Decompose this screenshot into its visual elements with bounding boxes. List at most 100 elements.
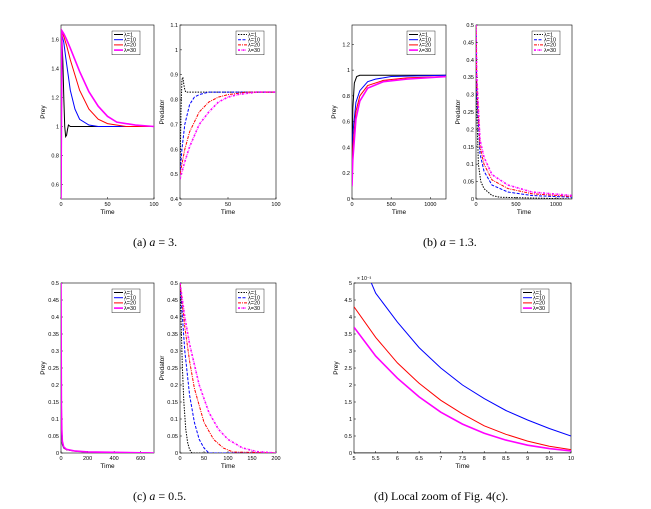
x-tick-label: 500 [511, 202, 520, 208]
y-tick-label: 1 [56, 125, 59, 131]
legend-label-3: λ=20 [124, 301, 136, 307]
x-tick-label: 5.5 [372, 456, 380, 462]
legend-label-4: λ=30 [248, 306, 260, 312]
legend-label-3: λ=20 [544, 43, 556, 49]
legend-label-4: λ=30 [124, 306, 136, 312]
y-tick-label: 0.4 [170, 197, 178, 203]
x-axis-label: Time [517, 209, 532, 216]
series-line-1 [61, 39, 154, 199]
legend-label-1: λ=1 [533, 290, 542, 296]
y-tick-label: 0.45 [167, 298, 178, 304]
plot-c-prey: 0 200 400 600 0 0.05 0.1 0.15 0.2 0.25 0.3 0.35 0.4 0… [40, 281, 155, 470]
caption-c: (c) a = 0.5. [133, 489, 186, 503]
y-tick-label: 0.9 [170, 73, 178, 79]
x-tick-label: 50 [201, 456, 207, 462]
x-tick-label: 0 [474, 202, 477, 208]
x-axis-label: Time [221, 209, 236, 216]
y-axis-label: Predator [159, 355, 166, 381]
plot-a-prey: 0 50 100 0.6 0.8 1 1.2 1.4 1.6 Time Prey λ=1λ=10λ=2… [40, 24, 159, 216]
x-tick-label: 1000 [550, 202, 562, 208]
legend-label-1: λ=1 [544, 32, 553, 38]
y-tick-label: 0.2 [466, 127, 474, 133]
y-tick-label: 0.1 [51, 417, 59, 423]
legend-label-4: λ=30 [248, 48, 260, 54]
legend-label-2: λ=10 [124, 296, 136, 302]
legend-label-1: λ=1 [419, 32, 428, 38]
y-tick-label: 0.8 [51, 154, 59, 160]
plot-b-prey: 0 500 1000 0 0.2 0.4 0.6 0.8 1 1.2 Time Prey λ=1λ=10… [331, 24, 447, 216]
series-line-2 [476, 25, 572, 198]
legend-label-1: λ=1 [248, 290, 257, 296]
y-tick-label: 0.25 [48, 366, 59, 372]
y-tick-label: 0 [349, 451, 352, 457]
y-tick-label: 0.35 [167, 332, 178, 338]
y-tick-label: 0.05 [463, 180, 474, 186]
y-tick-label: 0.15 [167, 400, 178, 406]
caption-a: (a) a = 3. [133, 235, 177, 249]
x-tick-label: 10 [568, 456, 574, 462]
series-line-3 [180, 91, 276, 175]
y-tick-label: 0.25 [167, 366, 178, 372]
series-line-3 [352, 76, 446, 187]
y-tick-label: 0.15 [463, 145, 474, 151]
y-tick-label: 0.45 [463, 40, 474, 46]
y-tick-label: 0.35 [48, 332, 59, 338]
y-tick-label: 0.7 [170, 122, 178, 128]
legend-label-1: λ=1 [124, 32, 133, 38]
legend-label-3: λ=20 [248, 43, 260, 49]
y-tick-label: 1.5 [344, 400, 352, 406]
x-axis-label: Time [455, 463, 470, 470]
series-line-4 [352, 75, 446, 187]
y-tick-label: 0.8 [342, 94, 350, 100]
y-tick-label: 1 [175, 48, 178, 54]
series-line-2 [61, 35, 154, 199]
x-tick-label: 600 [136, 456, 145, 462]
y-tick-label: 0.1 [170, 417, 178, 423]
legend-label-2: λ=10 [544, 38, 556, 44]
legend-box [406, 30, 436, 55]
y-tick-label: 0.5 [170, 172, 178, 178]
y-tick-label: 2.5 [344, 366, 352, 372]
series-line-2 [180, 283, 276, 453]
y-tick-label: 0.4 [342, 145, 350, 151]
series-line-4 [354, 326, 571, 452]
y-tick-label: 0.4 [170, 315, 178, 321]
y-tick-label: 0.15 [48, 400, 59, 406]
series-line-1 [352, 74, 446, 187]
y-tick-label: 1.6 [51, 38, 59, 44]
plot-c-predator: 0 50 100 150 200 0 0.05 0.1 0.15 0.2 0.25 0.3 0.35 0.… [159, 281, 281, 470]
y-axis-label: Prey [331, 105, 338, 119]
y-tick-label: 0.25 [463, 110, 474, 116]
x-tick-label: 0 [59, 202, 62, 208]
y-tick-label: 0.5 [344, 434, 352, 440]
x-tick-label: 7.5 [459, 456, 467, 462]
x-tick-label: 100 [149, 202, 158, 208]
y-tick-label: 0.3 [51, 349, 59, 355]
x-tick-label: 1000 [424, 202, 436, 208]
y-tick-label: 5 [349, 281, 352, 287]
y-tick-label: 0 [347, 197, 350, 203]
y-tick-label: 0.5 [51, 281, 59, 287]
plot-a-predator: 0 50 100 0.4 0.5 0.6 0.7 0.8 0.9 1 1.1 Time Predator… [159, 23, 281, 216]
y-tick-label: 4 [349, 315, 352, 321]
legend-label-2: λ=10 [533, 296, 545, 302]
series-line-4 [61, 283, 154, 453]
legend-label-1: λ=1 [248, 32, 257, 38]
x-tick-label: 100 [223, 456, 232, 462]
x-axis-label: Time [100, 463, 115, 470]
legend-label-3: λ=20 [248, 301, 260, 307]
y-axis-label: Predator [455, 99, 462, 125]
plot-b-predator: 0 500 1000 0 0.05 0.1 0.15 0.2 0.25 0.3 0.35 0.4 0.4… [455, 23, 573, 216]
y-axis-label: Prey [333, 361, 340, 375]
y-tick-label: 0.2 [170, 383, 178, 389]
x-axis-label: Time [100, 209, 115, 216]
y-tick-label: 1.2 [51, 96, 59, 102]
x-tick-label: 8.5 [502, 456, 510, 462]
y-axis-multiplier: × 10⁻³ [357, 276, 372, 282]
y-tick-label: 1.4 [51, 67, 59, 73]
y-tick-label: 1.2 [342, 42, 350, 48]
y-tick-label: 0.2 [51, 383, 59, 389]
legend-label-4: λ=30 [419, 48, 431, 54]
legend-label-2: λ=10 [248, 38, 260, 44]
